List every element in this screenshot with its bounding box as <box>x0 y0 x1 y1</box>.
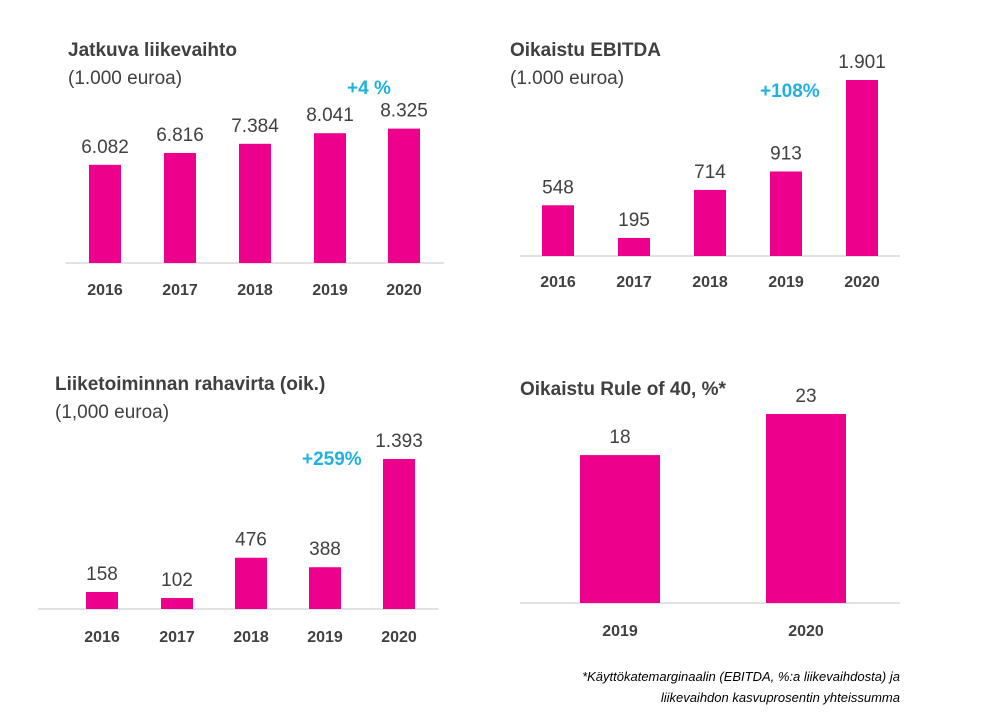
bar-2020 <box>388 128 420 263</box>
tick-label: 2017 <box>616 274 652 291</box>
data-label: 8.041 <box>306 105 354 126</box>
tick-label: 2019 <box>602 623 638 640</box>
chart-title: Oikaistu Rule of 40, %* <box>520 379 726 400</box>
tick-label: 2020 <box>844 274 880 291</box>
growth-label: +108% <box>760 81 820 102</box>
data-label: 476 <box>235 530 267 551</box>
bar-2017 <box>164 152 196 263</box>
footnote-line-2: liikevaihdon kasvuprosentin yhteissumma <box>660 690 900 705</box>
bar-2019 <box>314 133 346 263</box>
bar-2016 <box>542 205 574 256</box>
tick-label: 2018 <box>233 629 269 646</box>
data-label: 8.325 <box>380 101 428 122</box>
tick-label: 2019 <box>307 629 343 646</box>
bar-2018 <box>239 143 271 263</box>
chart-title: Liiketoiminnan rahavirta (oik.) <box>55 374 326 395</box>
chart-subtitle: (1.000 euroa) <box>68 68 183 89</box>
data-label: 913 <box>770 143 802 164</box>
bar-2016 <box>86 591 118 609</box>
growth-label: +4 % <box>347 78 391 99</box>
bar-2018 <box>235 557 267 609</box>
tick-label: 2019 <box>312 282 348 299</box>
tick-label: 2020 <box>788 623 824 640</box>
data-label: 6.816 <box>156 125 204 146</box>
bar-2018 <box>694 189 726 256</box>
bar-2019 <box>580 455 660 603</box>
data-label: 548 <box>542 177 574 198</box>
bar-2020 <box>846 80 878 256</box>
tick-label: 2019 <box>768 274 804 291</box>
chart-subtitle: (1.000 euroa) <box>510 68 625 89</box>
bar-2019 <box>309 567 341 609</box>
bar-2017 <box>161 598 193 609</box>
data-label: 102 <box>161 570 193 591</box>
footnote: *Käyttökatemarginaalin (EBITDA, %:a liik… <box>480 666 900 708</box>
tick-label: 2020 <box>386 282 422 299</box>
data-label: 714 <box>694 162 726 183</box>
chart-title: Jatkuva liikevaihto <box>68 40 237 61</box>
tick-label: 2018 <box>237 282 273 299</box>
tick-label: 2016 <box>84 629 120 646</box>
tick-label: 2017 <box>162 282 198 299</box>
bar-2016 <box>89 164 121 263</box>
growth-label: +259% <box>302 449 362 470</box>
bar-2019 <box>770 171 802 256</box>
data-label: 158 <box>86 564 118 585</box>
tick-label: 2016 <box>540 274 576 291</box>
tick-label: 2017 <box>159 629 195 646</box>
chart-subtitle: (1,000 euroa) <box>55 402 170 423</box>
data-label: 1.393 <box>375 431 423 452</box>
footnote-line-1: *Käyttökatemarginaalin (EBITDA, %:a liik… <box>582 669 900 684</box>
data-label: 388 <box>309 539 341 560</box>
data-label: 195 <box>618 210 650 231</box>
data-label: 6.082 <box>81 137 129 158</box>
bar-2020 <box>383 459 415 609</box>
tick-label: 2020 <box>381 629 417 646</box>
tick-label: 2018 <box>692 274 728 291</box>
data-label: 18 <box>609 427 630 448</box>
data-label: 1.901 <box>838 52 886 73</box>
bar-2020 <box>766 414 846 603</box>
tick-label: 2016 <box>87 282 123 299</box>
chart-title: Oikaistu EBITDA <box>510 40 661 61</box>
data-label: 7.384 <box>231 116 279 137</box>
bar-2017 <box>618 237 650 256</box>
data-label: 23 <box>795 386 816 407</box>
